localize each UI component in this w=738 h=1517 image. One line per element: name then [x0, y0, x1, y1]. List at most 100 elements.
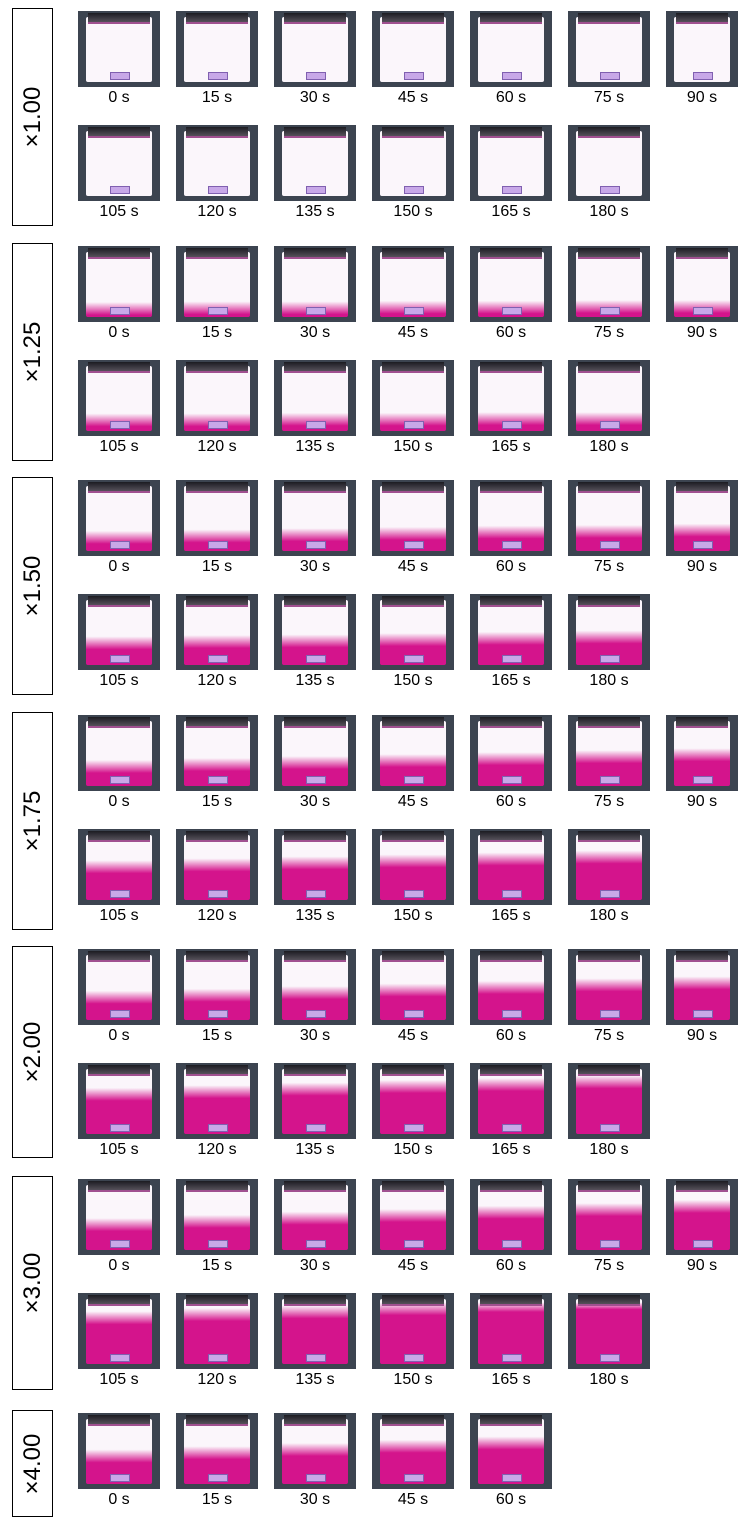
bag — [282, 17, 348, 82]
binder-clip — [578, 127, 640, 138]
bag-photo — [372, 594, 454, 670]
bag-photo — [372, 480, 454, 556]
bag-photo — [372, 829, 454, 905]
bag-photo — [274, 594, 356, 670]
bag-port — [404, 776, 424, 784]
binder-clip — [382, 1415, 444, 1426]
bag — [86, 955, 152, 1020]
time-label: 90 s — [686, 558, 718, 575]
time-label: 30 s — [299, 89, 331, 106]
binder-clip — [186, 596, 248, 607]
bag-photo — [568, 715, 650, 791]
bag-photo — [372, 949, 454, 1025]
bag-port — [404, 1124, 424, 1132]
bag-port — [600, 1010, 620, 1018]
bag-port — [502, 72, 522, 80]
bag-photo — [666, 11, 738, 87]
time-label: 45 s — [397, 793, 429, 810]
bag-photo — [666, 715, 738, 791]
bag-port — [502, 186, 522, 194]
time-label: 30 s — [299, 324, 331, 341]
time-label: 120 s — [197, 438, 237, 455]
bag-photo — [274, 246, 356, 322]
bag-port — [306, 186, 326, 194]
bag-port — [502, 890, 522, 898]
bag-photo — [78, 1179, 160, 1255]
binder-clip — [88, 1181, 150, 1192]
binder-clip — [186, 1181, 248, 1192]
bag — [478, 252, 544, 317]
bag — [478, 1185, 544, 1250]
time-label: 15 s — [201, 89, 233, 106]
time-label: 105 s — [99, 672, 139, 689]
binder-clip — [284, 717, 346, 728]
binder-clip — [480, 1295, 542, 1306]
bag-port — [600, 541, 620, 549]
bag-photo — [372, 360, 454, 436]
bag-port — [110, 1474, 130, 1482]
time-label: 90 s — [686, 89, 718, 106]
bag — [576, 1069, 642, 1134]
bag-port — [306, 72, 326, 80]
binder-clip — [480, 482, 542, 493]
binder-clip — [578, 1065, 640, 1076]
bag-photo — [78, 360, 160, 436]
binder-clip — [382, 596, 444, 607]
bag — [282, 1299, 348, 1364]
binder-clip — [382, 248, 444, 259]
bag — [380, 366, 446, 431]
time-label: 60 s — [495, 1491, 527, 1508]
bag — [380, 1299, 446, 1364]
bag — [282, 721, 348, 786]
bag — [86, 486, 152, 551]
bag-port — [600, 1354, 620, 1362]
binder-clip — [480, 13, 542, 24]
time-label: 120 s — [197, 672, 237, 689]
time-label: 15 s — [201, 1027, 233, 1044]
bag-photo — [78, 1413, 160, 1489]
bag-photo — [666, 480, 738, 556]
binder-clip — [480, 951, 542, 962]
binder-clip — [88, 951, 150, 962]
time-label: 75 s — [593, 793, 625, 810]
bag-photo — [470, 1293, 552, 1369]
bag — [576, 1185, 642, 1250]
bag-port — [208, 890, 228, 898]
time-label: 75 s — [593, 1257, 625, 1274]
bag — [674, 1185, 730, 1250]
bag-photo — [568, 11, 650, 87]
time-label: 30 s — [299, 1257, 331, 1274]
time-label: 105 s — [99, 907, 139, 924]
bag — [674, 17, 730, 82]
bag — [576, 835, 642, 900]
binder-clip — [186, 13, 248, 24]
bag-port — [404, 72, 424, 80]
binder-clip — [186, 1415, 248, 1426]
time-label: 30 s — [299, 1491, 331, 1508]
group-label-box: ×1.25 — [12, 243, 53, 461]
bag — [380, 835, 446, 900]
bag-port — [502, 1010, 522, 1018]
bag-photo — [274, 480, 356, 556]
time-label: 90 s — [686, 793, 718, 810]
bag-photo — [568, 360, 650, 436]
time-label: 15 s — [201, 793, 233, 810]
bag-port — [404, 1474, 424, 1482]
time-label: 135 s — [295, 1371, 335, 1388]
bag — [86, 1069, 152, 1134]
bag — [184, 835, 250, 900]
binder-clip — [676, 951, 728, 962]
binder-clip — [382, 717, 444, 728]
time-label: 180 s — [589, 203, 629, 220]
binder-clip — [284, 951, 346, 962]
bag-port — [306, 541, 326, 549]
time-label: 0 s — [108, 1027, 130, 1044]
group-label: ×1.50 — [18, 555, 46, 617]
bag — [86, 366, 152, 431]
bag — [576, 486, 642, 551]
bag-photo — [176, 1413, 258, 1489]
bag-port — [208, 1010, 228, 1018]
bag-port — [110, 307, 130, 315]
bag-port — [404, 1010, 424, 1018]
binder-clip — [382, 482, 444, 493]
